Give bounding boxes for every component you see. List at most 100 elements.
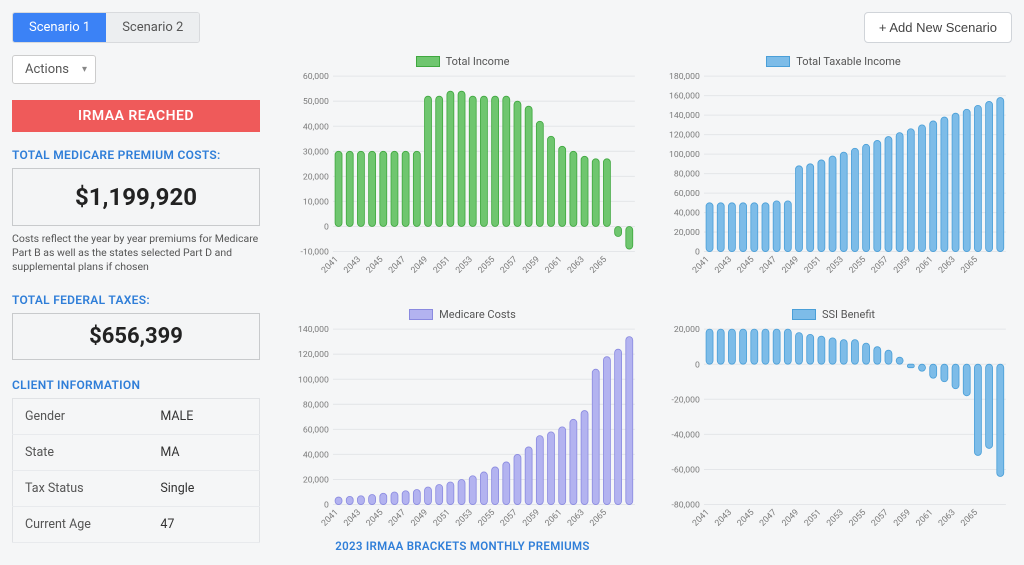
svg-text:2053: 2053 [454, 255, 475, 276]
svg-text:2057: 2057 [499, 255, 520, 276]
svg-text:50,000: 50,000 [303, 97, 329, 107]
svg-text:20,000: 20,000 [303, 476, 329, 486]
svg-text:2061: 2061 [914, 255, 935, 276]
svg-text:2045: 2045 [736, 508, 757, 529]
svg-text:2065: 2065 [588, 255, 609, 276]
svg-text:80,000: 80,000 [674, 170, 700, 180]
tab-scenario-2[interactable]: Scenario 2 [106, 13, 199, 42]
svg-text:60,000: 60,000 [303, 426, 329, 436]
svg-text:2047: 2047 [758, 255, 779, 276]
svg-text:2055: 2055 [476, 508, 497, 529]
svg-text:80,000: 80,000 [303, 401, 329, 411]
svg-text:2045: 2045 [736, 255, 757, 276]
taxes-value: $656,399 [12, 313, 260, 360]
premium-label: TOTAL MEDICARE PREMIUM COSTS: [12, 148, 260, 162]
svg-text:2063: 2063 [937, 255, 958, 276]
svg-text:2041: 2041 [320, 508, 341, 529]
svg-text:2065: 2065 [959, 508, 980, 529]
svg-text:-40,000: -40,000 [671, 431, 700, 441]
legend-swatch [416, 56, 440, 67]
svg-text:120,000: 120,000 [669, 131, 700, 141]
svg-text:2045: 2045 [365, 255, 386, 276]
svg-text:2053: 2053 [825, 255, 846, 276]
svg-text:-10,000: -10,000 [300, 248, 329, 258]
tab-scenario-1[interactable]: Scenario 1 [13, 13, 106, 42]
svg-text:2061: 2061 [543, 255, 564, 276]
add-scenario-button[interactable]: + Add New Scenario [864, 12, 1012, 43]
svg-text:2057: 2057 [870, 255, 891, 276]
svg-text:40,000: 40,000 [303, 451, 329, 461]
svg-text:140,000: 140,000 [669, 111, 700, 121]
svg-text:100,000: 100,000 [298, 375, 329, 385]
actions-dropdown[interactable]: Actions [12, 55, 96, 84]
svg-text:2049: 2049 [409, 508, 430, 529]
svg-text:2063: 2063 [566, 255, 587, 276]
svg-text:2047: 2047 [387, 508, 408, 529]
svg-text:0: 0 [324, 223, 329, 233]
svg-text:2051: 2051 [803, 255, 824, 276]
brackets-title: 2023 IRMAA BRACKETS MONTHLY PREMIUMS [284, 539, 641, 553]
client-info-label: CLIENT INFORMATION [12, 378, 260, 392]
svg-text:30,000: 30,000 [303, 147, 329, 157]
svg-text:10,000: 10,000 [303, 197, 329, 207]
chart-medicare-costs: Medicare Costs 020,00040,00060,00080,000… [284, 308, 641, 553]
svg-text:2041: 2041 [691, 255, 712, 276]
svg-text:2059: 2059 [521, 508, 542, 529]
svg-text:2061: 2061 [914, 508, 935, 529]
svg-text:2059: 2059 [892, 508, 913, 529]
svg-text:2041: 2041 [691, 508, 712, 529]
svg-text:2047: 2047 [387, 255, 408, 276]
svg-text:2049: 2049 [780, 508, 801, 529]
svg-text:2049: 2049 [409, 255, 430, 276]
svg-text:0: 0 [695, 360, 700, 370]
svg-text:2057: 2057 [870, 508, 891, 529]
svg-text:0: 0 [695, 248, 700, 258]
svg-text:2043: 2043 [342, 255, 363, 276]
svg-text:140,000: 140,000 [298, 325, 329, 335]
svg-text:2051: 2051 [432, 508, 453, 529]
taxes-label: TOTAL FEDERAL TAXES: [12, 293, 260, 307]
svg-text:160,000: 160,000 [669, 92, 700, 102]
premium-note: Costs reflect the year by year premiums … [12, 232, 260, 275]
legend-swatch [766, 56, 790, 67]
scenario-tabs: Scenario 1 Scenario 2 [12, 12, 200, 43]
svg-text:60,000: 60,000 [674, 189, 700, 199]
legend-label: Total Income [446, 55, 510, 68]
svg-text:2053: 2053 [454, 508, 475, 529]
legend-label: Medicare Costs [439, 308, 516, 321]
svg-text:2045: 2045 [365, 508, 386, 529]
svg-text:2051: 2051 [432, 255, 453, 276]
svg-text:2065: 2065 [959, 255, 980, 276]
svg-text:2059: 2059 [892, 255, 913, 276]
svg-text:2063: 2063 [937, 508, 958, 529]
svg-text:20,000: 20,000 [303, 172, 329, 182]
svg-text:2051: 2051 [803, 508, 824, 529]
svg-text:2043: 2043 [342, 508, 363, 529]
svg-text:2043: 2043 [713, 255, 734, 276]
svg-text:120,000: 120,000 [298, 350, 329, 360]
table-row: GenderMALE [13, 398, 260, 434]
irmaa-alert: IRMAA REACHED [12, 100, 260, 132]
svg-text:2061: 2061 [543, 508, 564, 529]
svg-text:180,000: 180,000 [669, 72, 700, 82]
svg-text:20,000: 20,000 [674, 325, 700, 335]
legend-label: SSI Benefit [822, 308, 875, 321]
svg-text:-20,000: -20,000 [671, 396, 700, 406]
svg-text:2055: 2055 [476, 255, 497, 276]
svg-text:-60,000: -60,000 [671, 466, 700, 476]
svg-text:2047: 2047 [758, 508, 779, 529]
svg-text:2059: 2059 [521, 255, 542, 276]
chart-total-income: Total Income -10,000 0 10,000 20,000 30,000 4… [284, 55, 641, 300]
svg-text:2065: 2065 [588, 508, 609, 529]
premium-value: $1,199,920 [12, 168, 260, 226]
svg-text:2057: 2057 [499, 508, 520, 529]
svg-text:2049: 2049 [780, 255, 801, 276]
svg-text:40,000: 40,000 [303, 122, 329, 132]
client-info-table: GenderMALE StateMA Tax StatusSingle Curr… [12, 398, 260, 543]
chart-ssi-benefit: SSI Benefit -80,000-60,000-40,000-20,000… [655, 308, 1012, 553]
chart-total-taxable: Total Taxable Income 020,00040,00060,000… [655, 55, 1012, 300]
svg-text:100,000: 100,000 [669, 150, 700, 160]
svg-text:2053: 2053 [825, 508, 846, 529]
svg-text:2043: 2043 [713, 508, 734, 529]
legend-swatch [792, 309, 816, 320]
